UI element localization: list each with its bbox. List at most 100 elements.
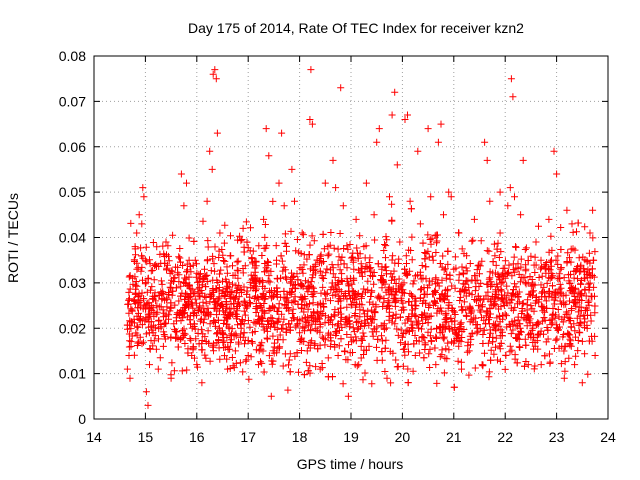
data-point — [260, 215, 268, 223]
data-point-band — [492, 325, 500, 333]
data-point-band — [152, 345, 160, 353]
data-point-band — [529, 292, 536, 300]
data-point — [373, 138, 381, 146]
data-point-band — [138, 252, 146, 260]
data-point-band — [130, 256, 138, 264]
data-point-band — [144, 275, 152, 283]
data-point-band — [585, 286, 593, 294]
data-point-band — [343, 264, 351, 272]
data-point-band — [483, 307, 491, 315]
data-point-band — [218, 289, 226, 297]
data-point — [509, 93, 517, 101]
data-point-band — [166, 307, 174, 315]
data-point-band — [256, 277, 264, 285]
data-point-band — [284, 304, 292, 312]
data-point-band — [421, 341, 429, 349]
data-point-band — [299, 269, 307, 277]
data-point — [437, 120, 445, 128]
data-point-band — [404, 365, 412, 373]
data-point-band — [199, 217, 207, 225]
data-point-band — [393, 288, 401, 296]
data-point-band — [490, 301, 498, 309]
data-point — [139, 184, 147, 192]
data-point-band — [547, 321, 555, 329]
data-point-band — [224, 343, 232, 351]
data-point-band — [320, 275, 328, 282]
data-point — [422, 315, 429, 323]
data-point — [267, 392, 275, 400]
data-point — [416, 220, 424, 228]
data-point-band — [490, 350, 498, 358]
data-point-band — [158, 280, 166, 288]
data-point-band — [308, 283, 316, 291]
data-point-band — [566, 254, 573, 262]
data-point-band — [308, 232, 316, 240]
data-point-band — [215, 254, 223, 261]
data-point-band — [277, 274, 285, 282]
data-point-band — [252, 287, 259, 295]
data-point-band — [142, 279, 150, 287]
data-point-band — [422, 263, 430, 271]
data-point-band — [442, 345, 450, 353]
data-point-band — [589, 234, 597, 242]
data-point — [553, 170, 561, 178]
data-point-band — [374, 335, 382, 343]
data-point — [537, 361, 545, 369]
y-tick-label: 0.02 — [59, 320, 86, 336]
data-point — [386, 193, 393, 201]
data-point-band — [395, 255, 403, 263]
data-point-band — [468, 330, 476, 338]
data-point-band — [439, 252, 447, 260]
data-point-band — [484, 280, 492, 288]
data-point-band — [161, 259, 169, 267]
data-point-band — [416, 349, 424, 357]
data-point-band — [260, 308, 268, 316]
data-point — [296, 329, 304, 337]
data-point — [125, 352, 133, 359]
data-point-band — [306, 241, 314, 249]
data-point-band — [511, 280, 518, 288]
data-point-band — [147, 337, 155, 345]
data-point-band — [553, 324, 561, 332]
data-point-band — [467, 341, 474, 349]
data-point-band — [433, 379, 441, 387]
data-point-band — [451, 326, 459, 334]
data-point — [432, 361, 440, 369]
data-point-band — [264, 335, 271, 343]
data-point-band — [435, 282, 443, 290]
x-tick-label: 22 — [497, 429, 513, 445]
data-point — [167, 374, 175, 382]
data-point-band — [478, 257, 486, 265]
data-point-band — [566, 317, 574, 325]
data-point-band — [410, 277, 418, 285]
data-point-band — [504, 289, 512, 297]
data-point-band — [451, 253, 459, 261]
data-point — [458, 365, 465, 373]
data-point-band — [334, 322, 341, 330]
data-point-band — [557, 264, 565, 272]
data-point-band — [248, 254, 256, 262]
data-point-band — [521, 335, 529, 343]
data-point-band — [273, 318, 281, 326]
data-point-band — [335, 342, 343, 350]
data-point-band — [591, 332, 599, 340]
data-point-band — [401, 319, 409, 327]
data-point-band — [421, 255, 429, 263]
data-point-band — [378, 337, 386, 345]
data-point-band — [524, 257, 532, 264]
data-point-band — [438, 276, 446, 284]
data-point-band — [302, 358, 310, 366]
data-point-band — [198, 337, 206, 344]
data-point-band — [175, 253, 183, 261]
data-point-band — [575, 321, 583, 329]
data-point-band — [157, 277, 165, 285]
data-point — [307, 66, 315, 74]
data-point — [332, 184, 340, 192]
data-point-band — [266, 278, 274, 286]
data-point-band — [309, 299, 317, 307]
data-point-band — [310, 237, 318, 245]
data-point-band — [493, 245, 501, 253]
data-point-band — [382, 254, 389, 262]
data-point-band — [532, 261, 540, 269]
data-point-band — [406, 267, 414, 275]
